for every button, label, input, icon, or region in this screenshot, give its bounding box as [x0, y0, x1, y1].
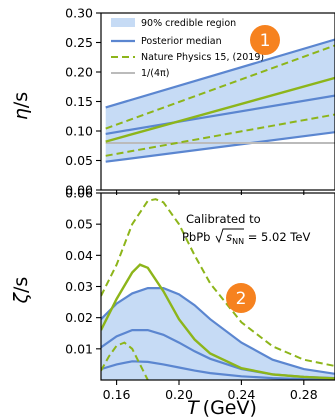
eta-y-tick-label: 0.30: [65, 6, 93, 21]
legend-label-bound: 1/(4π): [141, 68, 169, 79]
zeta-badge-number: 2: [236, 289, 247, 309]
zeta-y-tick-label: 0.05: [65, 217, 93, 232]
legend-swatch-band: [111, 18, 135, 27]
legend-label-nature: Nature Physics 15, (2019): [141, 52, 264, 63]
eta-y-tick-label: 0.05: [65, 153, 93, 168]
eta-badge-number: 1: [260, 31, 271, 51]
zeta-y-ticks: 0.01 0.02 0.03 0.04 0.05 0.06: [65, 186, 101, 357]
eta-axis-label: η/s: [10, 92, 32, 120]
zeta-badge: 2: [226, 283, 256, 313]
zeta-panel: 0.010.020.030.040.050.06 0.16 0.20 0.24 0.2…: [10, 186, 335, 419]
eta-y-tick-label: 0.10: [65, 124, 93, 139]
zeta-y-tick-label: 0.02: [65, 310, 93, 325]
zeta-annotation: Calibrated to PbPb sNN = 5.02 TeV: [182, 212, 310, 246]
zeta-y-tick-label: 0.01: [65, 341, 93, 356]
eta-y-tick-label: 0.15: [65, 94, 93, 109]
annotation-line-1: Calibrated to: [186, 212, 261, 226]
zeta-x-tick-label: 0.16: [103, 387, 131, 402]
zeta-credible-band: [101, 288, 335, 380]
eta-badge: 1: [250, 25, 280, 55]
eta-y-tick-label: 0.25: [65, 35, 93, 50]
zeta-y-tick-label: 0.03: [65, 279, 93, 294]
zeta-y-tick-label: 0.06: [65, 186, 93, 201]
eta-y-tick-label: 0.20: [65, 65, 93, 80]
zeta-x-tick-label: 0.28: [290, 387, 318, 402]
zeta-axis-label: ζ/s: [10, 277, 32, 305]
legend-label-band: 90% credible region: [141, 18, 236, 29]
eta-y-ticks: 0.000.050.100.150.200.250.30: [65, 6, 101, 198]
annotation-line-2: PbPb sNN = 5.02 TeV: [182, 230, 310, 246]
x-axis-label: T (GeV): [187, 397, 257, 419]
zeta-y-tick-label: 0.04: [65, 248, 93, 263]
legend-label-median: Posterior median: [141, 36, 222, 47]
eta-panel: 0.000.050.100.150.200.250.30 η/s 90% cre…: [10, 6, 335, 198]
